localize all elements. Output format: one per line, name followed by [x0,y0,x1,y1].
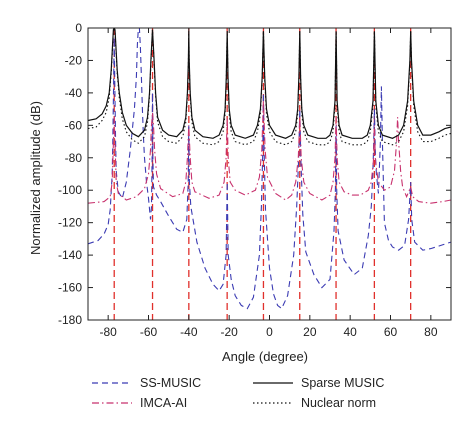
plot-area [88,28,451,320]
x-tick-label: 80 [424,325,438,339]
x-tick-label: 60 [384,325,398,339]
x-tick-label: -80 [99,325,117,339]
plot-frame [87,27,452,321]
axes: -80 -60 -40 -20 0 20 40 60 80 0 -20 -40 -60 -80 -100 -1… [58,21,452,339]
y-tick-label: -160 [58,281,82,295]
legend-label: SS-MUSIC [140,376,201,390]
series-line-nuclear-norm [88,28,451,146]
legend-label: Nuclear norm [301,396,376,410]
legend: SS-MUSIC IMCA-AI Sparse MUSIC Nuclear norm [92,376,384,410]
x-tick-label: -60 [140,325,158,339]
x-tick-label: -20 [220,325,238,339]
y-tick-label: -120 [58,216,82,230]
y-tick-label: -20 [65,53,83,67]
y-tick-label: -180 [58,313,82,327]
legend-label: Sparse MUSIC [301,376,384,390]
y-tick-label: -60 [65,118,83,132]
y-tick-label: -80 [65,151,83,165]
x-tick-label: 0 [266,325,273,339]
y-tick-label: 0 [75,21,82,35]
x-tick-label: -40 [180,325,198,339]
series-line-sparse-music [88,28,451,139]
legend-label: IMCA-AI [140,396,187,410]
y-axis-label: Normalized amplitude (dB) [28,101,43,255]
y-tick-label: -140 [58,248,82,262]
series-line-ss-music [88,28,451,310]
x-tick-label: 20 [303,325,317,339]
y-tick-label: -100 [58,183,82,197]
series-line-imca-ai [88,100,451,204]
y-tick-label: -40 [65,86,83,100]
x-tick-label: 40 [343,325,357,339]
x-axis-label: Angle (degree) [222,349,308,364]
